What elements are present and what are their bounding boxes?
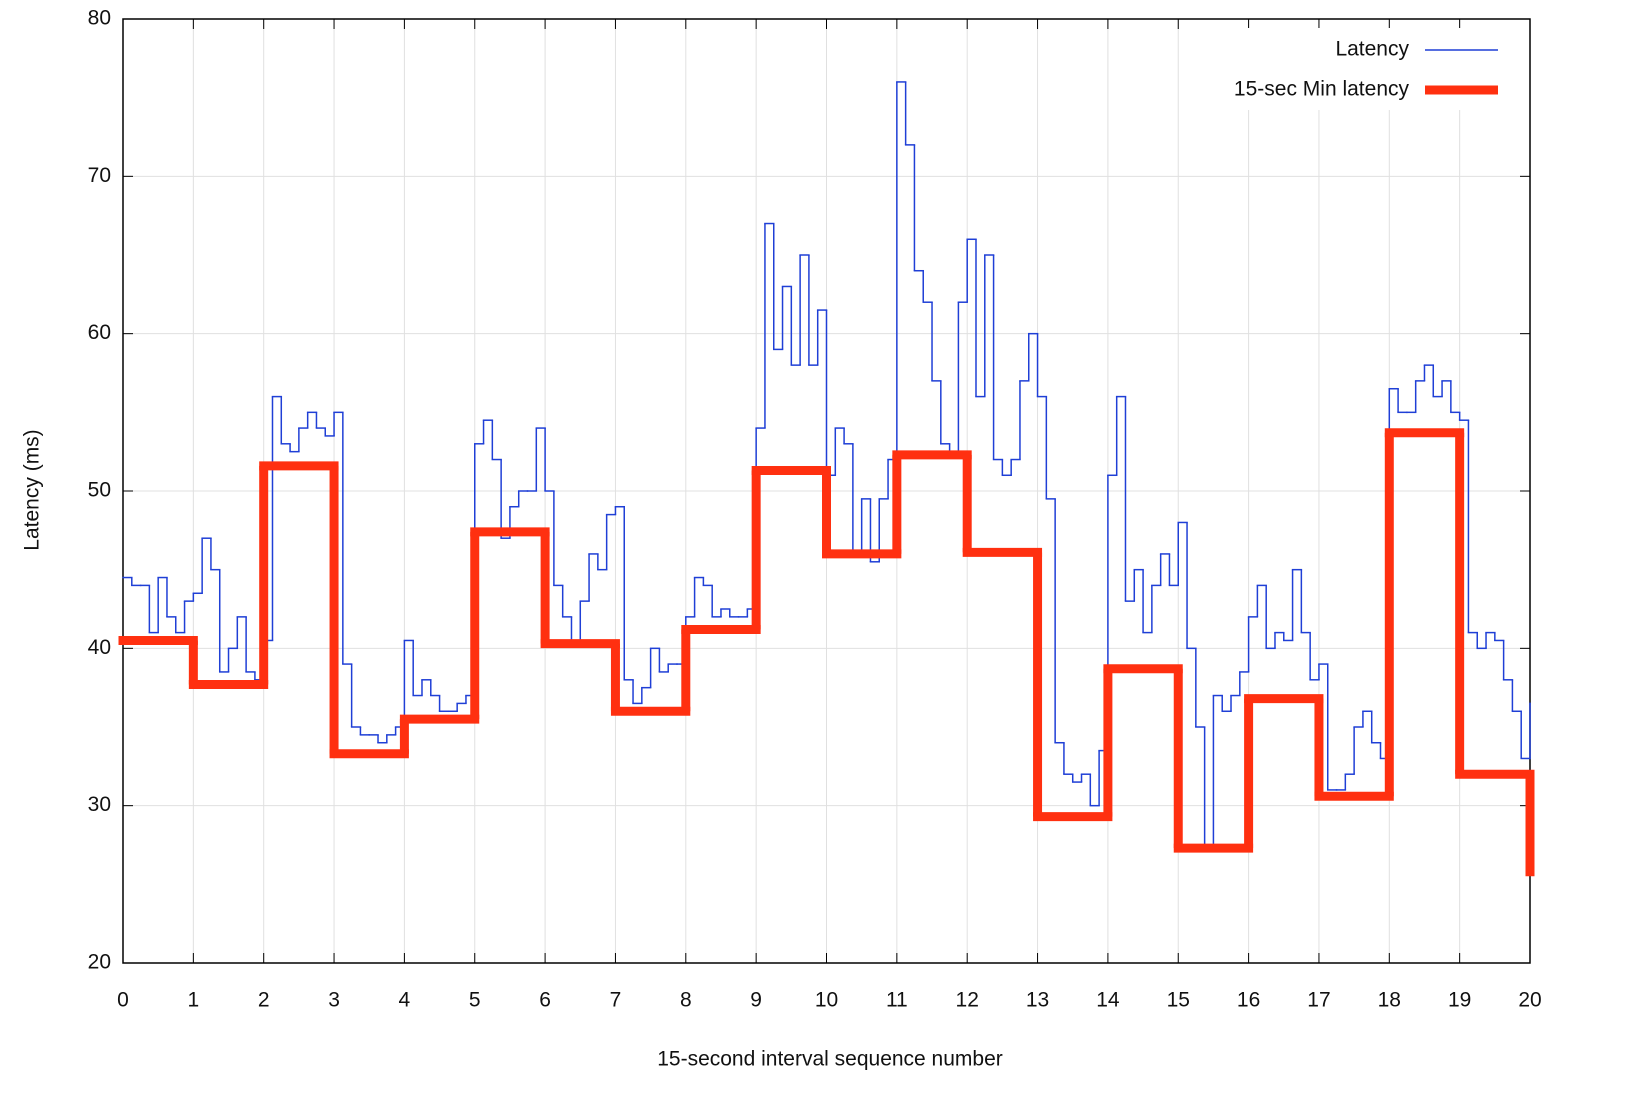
x-tick-label: 0 <box>117 989 129 1012</box>
y-tick-label: 80 <box>88 7 111 30</box>
x-tick-label: 16 <box>1237 989 1260 1012</box>
x-tick-label: 20 <box>1518 989 1541 1012</box>
x-tick-label: 12 <box>956 989 979 1012</box>
y-tick-label: 40 <box>88 636 111 659</box>
x-tick-label: 18 <box>1378 989 1401 1012</box>
legend-label: Latency <box>1335 38 1409 61</box>
x-tick-label: 5 <box>469 989 481 1012</box>
x-tick-label: 10 <box>815 989 838 1012</box>
x-tick-label: 8 <box>680 989 692 1012</box>
x-tick-label: 14 <box>1096 989 1120 1012</box>
y-axis-label: Latency (ms) <box>21 429 44 550</box>
y-tick-label: 50 <box>88 479 111 502</box>
x-tick-label: 1 <box>188 989 200 1012</box>
x-tick-label: 11 <box>886 989 908 1012</box>
x-axis-label: 15-second interval sequence number <box>657 1048 1003 1071</box>
legend-label: 15-sec Min latency <box>1234 78 1410 101</box>
x-tick-label: 13 <box>1026 989 1049 1012</box>
plot-frame <box>122 18 1531 964</box>
y-tick-label: 60 <box>88 321 111 344</box>
y-tick-label: 20 <box>88 951 111 974</box>
x-tick-label: 7 <box>610 989 622 1012</box>
x-tick-label: 17 <box>1307 989 1330 1012</box>
x-tick-label: 2 <box>258 989 270 1012</box>
legend-background <box>1180 28 1525 110</box>
x-tick-label: 6 <box>539 989 551 1012</box>
y-tick-label: 70 <box>88 164 111 187</box>
x-tick-label: 3 <box>328 989 340 1012</box>
x-tick-label: 9 <box>750 989 762 1012</box>
x-tick-label: 19 <box>1448 989 1471 1012</box>
x-tick-label: 15 <box>1167 989 1190 1012</box>
y-tick-label: 30 <box>88 793 111 816</box>
x-tick-label: 4 <box>399 989 411 1012</box>
